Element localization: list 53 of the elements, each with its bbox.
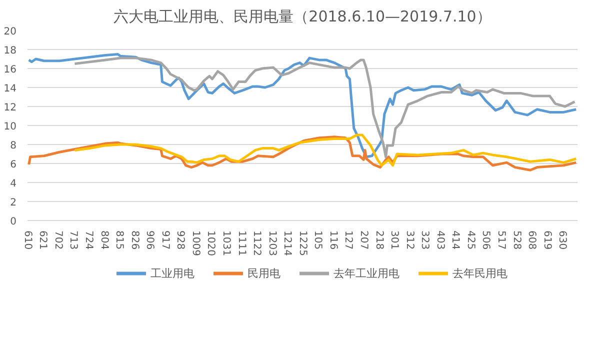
y-tick-label: 18: [4, 46, 17, 56]
x-tick-label: 1031: [220, 230, 232, 256]
x-tick-label: 702: [52, 230, 64, 250]
x-tick-label: 1225: [296, 230, 308, 256]
chart-title: 六大电工业用电、民用电量（2018.6.10—2019.7.10）: [114, 8, 492, 26]
x-tick-label: 610: [22, 230, 33, 250]
y-tick-label: 0: [10, 216, 17, 228]
legend-label: 工业用电: [150, 266, 194, 280]
x-tick-label: 724: [83, 230, 94, 250]
x-tick-label: 1214: [282, 230, 293, 256]
x-tick-label: 621: [37, 230, 48, 250]
x-tick-label: 804: [98, 230, 110, 250]
x-tick-label: 713: [68, 230, 79, 250]
x-tick-label: 506: [480, 230, 492, 250]
x-tick-label: 630: [556, 230, 568, 250]
x-tick-label: 207: [358, 230, 369, 250]
x-tick-label: 619: [541, 230, 552, 250]
x-tick-label: 403: [434, 230, 446, 250]
x-tick-label: 906: [144, 230, 156, 250]
y-tick-label: 4: [10, 178, 17, 190]
legend-label: 去年民用电: [452, 266, 508, 280]
x-tick-label: 105: [312, 230, 324, 250]
y-tick-label: 14: [4, 84, 17, 94]
x-tick-label: 312: [404, 230, 415, 250]
x-tick-label: 826: [128, 230, 140, 250]
x-tick-label: 608: [526, 230, 538, 250]
x-tick-label: 1203: [266, 230, 278, 256]
y-tick-label: 2: [10, 198, 17, 208]
x-tick-label: 323: [419, 230, 430, 250]
y-tick-label: 8: [10, 140, 17, 152]
x-tick-label: 116: [327, 230, 338, 250]
x-tick-label: 1020: [205, 230, 216, 256]
x-tick-label: 815: [114, 230, 125, 250]
x-tick-label: 425: [464, 230, 476, 250]
y-tick-label: 20: [4, 26, 17, 38]
x-tick-label: 1009: [190, 230, 201, 256]
x-tick-label: 528: [510, 230, 522, 250]
x-tick-label: 127: [342, 230, 354, 250]
x-tick-label: 1122: [251, 230, 262, 256]
y-tick-label: 6: [10, 160, 17, 170]
line-series: [73, 134, 578, 167]
x-tick-label: 917: [159, 230, 170, 250]
x-tick-label: 928: [174, 230, 186, 250]
x-tick-label: 218: [373, 230, 384, 250]
y-tick-label: 12: [4, 102, 17, 114]
x-tick-label: 414: [450, 230, 461, 250]
y-tick-label: 10: [4, 122, 17, 132]
legend-label: 去年工业用电: [334, 266, 400, 280]
x-tick-label: 1111: [236, 230, 247, 256]
legend-label: 民用电: [248, 266, 280, 280]
y-tick-label: 16: [4, 64, 17, 76]
x-tick-label: 517: [496, 230, 506, 250]
x-tick-label: 301: [388, 230, 400, 250]
